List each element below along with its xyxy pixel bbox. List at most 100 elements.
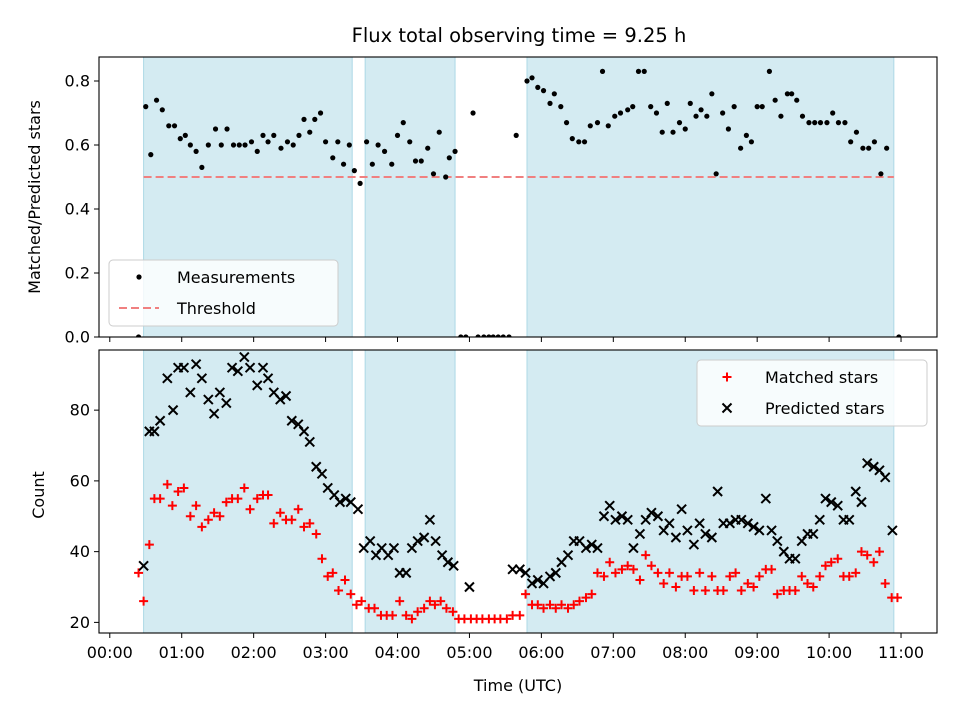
top-data-point (340, 161, 347, 167)
bottom-panel: 20 40 60 80 00:00 01:00 02:00 03:00 04:00 05:00 06… (70, 349, 938, 662)
bottom-data-point (832, 500, 843, 511)
bottom-data-point (628, 564, 638, 574)
bottom-data-point (162, 373, 173, 384)
bottom-data-point (676, 503, 687, 515)
bottom-data-point (298, 426, 310, 437)
bottom-data-point (185, 511, 195, 521)
bottom-legend-label: Matched stars (765, 368, 878, 387)
top-data-point (312, 116, 318, 122)
bottom-data-point (682, 571, 692, 581)
bottom-data-point (515, 610, 525, 620)
top-data-point (230, 142, 237, 148)
bottom-data-point (532, 574, 543, 586)
top-data-point (394, 132, 401, 138)
top-data-point (330, 155, 336, 161)
top-data-point (789, 91, 795, 97)
top-data-point (713, 171, 719, 177)
bottom-data-point (436, 596, 446, 606)
top-data-point (754, 104, 760, 110)
bottom-data-point (664, 518, 675, 529)
top-data-point (159, 107, 165, 113)
top-data-point (594, 120, 601, 126)
bottom-data-point (442, 557, 454, 568)
bottom-data-point (244, 362, 256, 373)
bottom-data-point (412, 535, 423, 547)
bottom-data-point (610, 514, 621, 526)
bottom-data-point (275, 508, 285, 518)
top-data-point (524, 78, 530, 84)
bottom-data-point (178, 362, 190, 373)
bottom-y-tick-label: 80 (70, 401, 90, 420)
top-data-point (265, 139, 271, 145)
top-data-point (778, 113, 784, 119)
bottom-data-point (154, 415, 166, 426)
top-data-point (731, 104, 737, 110)
bottom-data-point (575, 596, 585, 606)
top-data-point (335, 139, 341, 145)
top-data-point (296, 132, 302, 138)
top-data-point (177, 136, 183, 142)
bottom-data-point (803, 578, 813, 588)
top-data-point (569, 136, 575, 142)
top-data-point (772, 97, 778, 103)
top-data-point (357, 180, 363, 186)
x-tick-label: 04:00 (374, 643, 420, 662)
top-data-point (860, 145, 866, 151)
bottom-data-point (850, 486, 861, 497)
top-data-point (884, 145, 890, 151)
top-data-point (830, 110, 836, 116)
bottom-series-0 (134, 479, 902, 624)
top-data-point (260, 132, 266, 138)
top-data-point (400, 120, 406, 126)
top-data-point (617, 110, 624, 116)
x-tick-label: 07:00 (590, 643, 636, 662)
top-y-tick-label: 0.2 (65, 264, 90, 283)
top-data-point (363, 139, 370, 145)
bottom-legend-box (696, 359, 928, 427)
x-tick-label: 02:00 (231, 643, 277, 662)
top-data-point (635, 68, 642, 74)
bottom-data-point (808, 528, 819, 540)
x-tick-label: 05:00 (446, 643, 492, 662)
top-data-point (346, 142, 352, 148)
top-data-point (641, 68, 647, 74)
bottom-data-point (869, 557, 879, 567)
bottom-data-point (646, 561, 656, 571)
bottom-data-point (196, 373, 208, 384)
bottom-data-point (724, 518, 736, 529)
x-axis-label: Time (UTC) (473, 676, 562, 695)
bottom-data-point (689, 586, 699, 596)
bottom-data-point (844, 514, 855, 526)
top-data-point (558, 104, 564, 110)
bottom-data-point (617, 564, 627, 574)
top-data-point (369, 161, 375, 167)
top-legend-box (108, 259, 339, 327)
bottom-data-point (191, 501, 201, 511)
top-panel: 0.0 0.2 0.4 0.6 0.8 Measurements Threshold (65, 56, 938, 347)
bottom-data-point (754, 525, 765, 536)
top-data-point (670, 129, 676, 135)
bottom-data-point (797, 571, 807, 581)
bottom-data-point (821, 561, 831, 571)
top-data-point (248, 139, 255, 145)
top-data-point (446, 155, 452, 161)
top-data-point (676, 120, 683, 126)
bottom-data-point (623, 561, 633, 571)
bottom-data-point (334, 586, 344, 596)
bottom-data-point (252, 494, 262, 504)
bottom-series-1 (138, 351, 898, 593)
bottom-data-point (887, 525, 898, 536)
bottom-data-point (833, 554, 843, 564)
bottom-data-point (299, 522, 309, 532)
bottom-data-point (826, 557, 836, 567)
top-data-point (687, 100, 693, 106)
top-data-point (463, 334, 469, 337)
bottom-data-point (441, 603, 451, 613)
bottom-data-point (448, 607, 458, 617)
bottom-data-point (155, 494, 165, 504)
bottom-data-point (664, 568, 674, 578)
bottom-data-point (599, 571, 609, 581)
bottom-legend-label: Predicted stars (765, 399, 885, 418)
top-data-point (425, 145, 431, 151)
top-data-point (458, 334, 464, 337)
